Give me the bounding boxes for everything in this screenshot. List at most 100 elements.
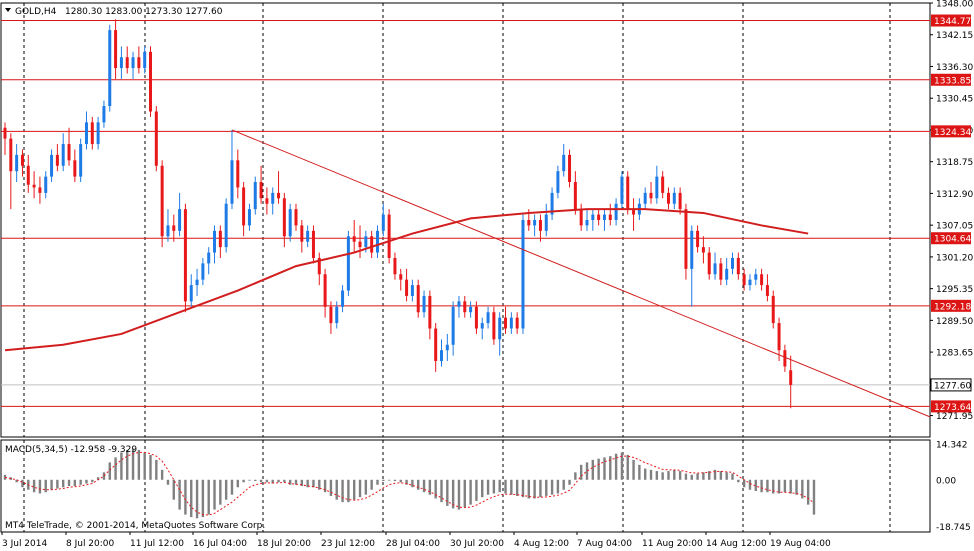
macd-bar xyxy=(370,479,373,490)
macd-bar xyxy=(219,479,222,505)
time-tick-label: 8 Jul 20:00 xyxy=(66,539,115,549)
candle xyxy=(440,339,443,367)
candle-body xyxy=(777,323,781,351)
macd-bar xyxy=(149,454,152,480)
candle-body xyxy=(620,176,624,204)
candle-body xyxy=(38,187,42,193)
macd-bar xyxy=(533,479,536,499)
candle-body xyxy=(73,160,77,177)
macd-bar xyxy=(440,479,443,503)
candle-body xyxy=(771,295,775,324)
macd-bar xyxy=(550,479,554,495)
candle xyxy=(428,290,432,340)
candle xyxy=(422,290,426,318)
macd-tick-label: 0.00 xyxy=(936,476,956,486)
macd-signal-line xyxy=(4,451,815,516)
candle xyxy=(201,257,205,286)
candle xyxy=(696,225,700,253)
candle xyxy=(445,333,449,362)
candle xyxy=(416,279,420,318)
time-tick-label: 3 Jul 2014 xyxy=(2,539,47,549)
macd-bar xyxy=(108,462,111,480)
macd-bar xyxy=(160,469,164,480)
candle xyxy=(504,306,508,334)
candle-body xyxy=(416,285,420,313)
macd-bar xyxy=(184,479,187,515)
macd-bar xyxy=(15,479,18,483)
macd-bar xyxy=(411,479,414,488)
candle-body xyxy=(754,274,758,280)
price-vertical-grid xyxy=(23,3,891,437)
time-tick-label: 4 Aug 12:00 xyxy=(514,539,569,549)
macd-bar xyxy=(702,472,705,480)
candle xyxy=(469,301,473,318)
candle xyxy=(672,187,676,210)
candle xyxy=(55,144,59,172)
macd-bar xyxy=(242,479,245,483)
price-tick-label: 1283.65 xyxy=(936,349,973,359)
macd-bar xyxy=(801,479,804,499)
candle-body xyxy=(602,214,606,220)
candle xyxy=(742,268,746,291)
candle xyxy=(434,323,438,372)
candle xyxy=(538,214,542,242)
price-tick-label: 1307.05 xyxy=(936,222,973,232)
macd-bar xyxy=(737,479,740,483)
candle-body xyxy=(160,165,164,237)
macd-bar xyxy=(504,479,507,494)
price-tick-label: 1348.00 xyxy=(936,0,973,10)
candle-body xyxy=(573,182,577,210)
candle xyxy=(748,274,752,291)
macd-bar xyxy=(492,479,496,494)
horizontal-levels[interactable] xyxy=(1,20,930,407)
candle-body xyxy=(591,214,595,220)
candle-body xyxy=(410,285,414,296)
candle-body xyxy=(189,285,193,302)
candle xyxy=(754,268,758,286)
trendline[interactable] xyxy=(231,129,931,418)
candle xyxy=(562,144,566,177)
candle-body xyxy=(678,192,682,210)
candle xyxy=(719,257,723,286)
macd-bar xyxy=(766,479,769,493)
macd-bar xyxy=(254,479,257,482)
candle-body xyxy=(533,220,537,226)
macd-bar xyxy=(190,479,193,518)
candle xyxy=(765,274,769,302)
candle xyxy=(26,154,30,193)
candle xyxy=(573,171,577,215)
candle-body xyxy=(666,192,670,204)
candle-body xyxy=(440,350,443,362)
symbol-header[interactable]: GOLD,H4 1280.30 1283.00 1273.30 1277.60 xyxy=(5,7,223,17)
macd-bar xyxy=(609,456,612,480)
candle xyxy=(50,149,54,183)
macd-bar xyxy=(131,448,135,480)
candle xyxy=(323,268,327,318)
candle xyxy=(160,160,164,248)
macd-bar xyxy=(323,479,327,493)
candle xyxy=(370,230,374,258)
candle xyxy=(346,230,350,296)
candle-body xyxy=(428,295,432,329)
candle xyxy=(381,203,385,237)
macd-bar xyxy=(539,479,542,498)
candle-body xyxy=(614,203,618,220)
candle xyxy=(317,252,321,286)
candle-body xyxy=(498,317,502,340)
candle-body xyxy=(242,187,246,226)
price-tick-label: 1301.20 xyxy=(936,253,973,263)
macd-bar xyxy=(457,479,461,510)
macd-bar xyxy=(172,479,175,500)
price-tick-label: 1295.35 xyxy=(936,285,973,295)
macd-bar xyxy=(56,479,59,489)
candle-body xyxy=(253,182,257,210)
macd-bar xyxy=(521,479,525,498)
dropdown-arrow-icon[interactable] xyxy=(5,8,11,12)
candle-body xyxy=(684,209,688,269)
candle xyxy=(777,317,781,362)
candle-body xyxy=(492,312,496,340)
time-tick-label: 11 Aug 20:00 xyxy=(642,539,703,549)
candle-body xyxy=(765,285,769,296)
